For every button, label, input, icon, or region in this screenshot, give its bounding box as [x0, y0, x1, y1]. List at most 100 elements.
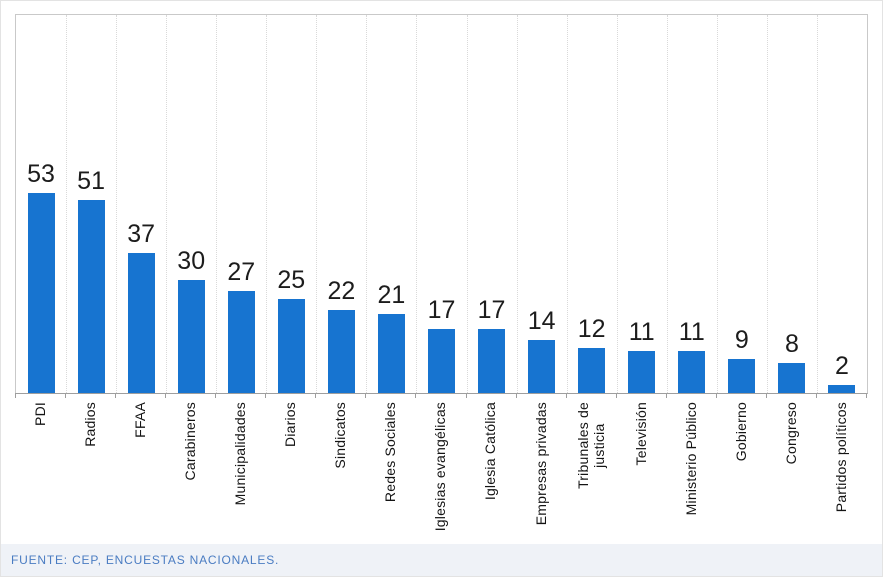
- bar: [377, 313, 405, 393]
- x-axis-label-text: Iglesia Católica: [482, 402, 499, 501]
- bar: [27, 192, 55, 393]
- axis-tick: [115, 393, 117, 398]
- bar: [227, 290, 255, 393]
- bar: [327, 309, 355, 393]
- x-axis-label-text: Partidos políticos: [832, 402, 849, 513]
- bar: [628, 351, 656, 393]
- gridline: [166, 15, 168, 393]
- x-axis-label-text: Tribunales de justicia: [574, 402, 607, 489]
- axis-tick: [215, 393, 217, 398]
- x-axis-label: Partidos políticos: [816, 402, 866, 544]
- x-axis-label: Televisión: [616, 402, 666, 544]
- axis-tick: [365, 393, 367, 398]
- x-axis-label: Iglesias evangélicas: [415, 402, 465, 544]
- x-axis-label: Congreso: [766, 402, 816, 544]
- x-axis-label: Carabineros: [165, 402, 215, 544]
- gridline: [66, 15, 68, 393]
- bar-value-label: 30: [177, 246, 206, 275]
- x-axis-label: Iglesia Católica: [466, 402, 516, 544]
- x-axis-label-text: Sindicatos: [332, 402, 349, 469]
- axis-tick: [565, 393, 567, 398]
- axis-tick: [815, 393, 817, 398]
- x-axis-label-text: Televisión: [632, 402, 649, 466]
- bar-value-label: 17: [477, 295, 506, 324]
- x-axis-label-text: Diarios: [282, 402, 299, 447]
- bar: [778, 362, 806, 393]
- axis-tick: [866, 393, 867, 398]
- bar: [828, 385, 856, 393]
- x-axis-label: Municipalidades: [215, 402, 265, 544]
- bar-value-label: 11: [628, 318, 655, 347]
- x-axis-label: Tribunales de justicia: [566, 402, 616, 544]
- bar-value-label: 12: [577, 314, 606, 343]
- x-axis-label: Redes Sociales: [365, 402, 415, 544]
- gridline: [716, 15, 718, 393]
- x-axis-label-text: FFAA: [132, 402, 149, 438]
- gridline: [816, 15, 818, 393]
- bar-value-label: 14: [527, 307, 556, 336]
- x-axis-label: Radios: [65, 402, 115, 544]
- bar: [578, 347, 606, 393]
- x-axis-label: Empresas privadas: [516, 402, 566, 544]
- x-axis-label-text: Ministerio Público: [682, 402, 699, 516]
- gridline: [316, 15, 318, 393]
- axis-tick: [465, 393, 467, 398]
- gridline: [266, 15, 268, 393]
- bar: [428, 328, 455, 393]
- x-axis-label-text: Carabineros: [182, 402, 199, 481]
- bar-value-label: 51: [77, 167, 105, 196]
- source-footer: FUENTE: CEP, ENCUESTAS NACIONALES.: [1, 544, 882, 576]
- axis-tick: [315, 393, 317, 398]
- x-axis-label-text: Redes Sociales: [382, 402, 399, 503]
- gridline: [616, 15, 618, 393]
- x-axis-label: Gobierno: [716, 402, 766, 544]
- x-axis-label-text: Congreso: [782, 402, 799, 465]
- bar: [528, 340, 556, 393]
- gridline: [566, 15, 568, 393]
- axis-tick: [265, 393, 267, 398]
- axis-tick: [715, 393, 717, 398]
- gridline: [416, 15, 418, 393]
- bar: [277, 298, 305, 393]
- bar: [77, 200, 105, 393]
- gridline: [466, 15, 468, 393]
- gridline: [366, 15, 368, 393]
- bar-value-label: 8: [784, 329, 799, 358]
- gridline: [766, 15, 768, 393]
- bar-value-label: 27: [227, 257, 256, 286]
- bar-value-label: 21: [377, 280, 406, 309]
- gridline: [666, 15, 668, 393]
- gridline: [116, 15, 118, 393]
- bar-value-label: 25: [277, 265, 306, 294]
- bar-value-label: 22: [327, 276, 356, 305]
- bar: [728, 358, 756, 393]
- bar-value-label: 53: [27, 159, 55, 188]
- x-axis-label-text: Radios: [82, 402, 99, 447]
- x-axis-label: Ministerio Público: [666, 402, 716, 544]
- axis-tick: [15, 393, 16, 398]
- source-text: FUENTE: CEP, ENCUESTAS NACIONALES.: [11, 553, 280, 567]
- x-axis-label: FFAA: [115, 402, 165, 544]
- x-axis-label-text: Municipalidades: [232, 402, 249, 506]
- x-axis-label: PDI: [15, 402, 65, 544]
- plot-area: 53 51 37 30 27 25 22 21 17 17 14 12 11 11 9 8 2: [15, 14, 868, 394]
- x-axis-label-text: PDI: [31, 402, 48, 426]
- bar: [678, 351, 706, 393]
- bar: [177, 279, 205, 393]
- bar-value-label: 9: [734, 325, 749, 354]
- x-axis-label-text: Iglesias evangélicas: [432, 402, 449, 532]
- x-axis-label-text: Gobierno: [732, 402, 749, 462]
- bar-value-label: 37: [127, 220, 156, 249]
- gridline: [516, 15, 518, 393]
- bar: [127, 253, 155, 393]
- bar: [478, 328, 506, 393]
- x-axis-label: Diarios: [265, 402, 315, 544]
- axis-tick: [665, 393, 667, 398]
- x-axis-label: Sindicatos: [315, 402, 365, 544]
- axis-tick: [515, 393, 517, 398]
- axis-tick: [615, 393, 617, 398]
- bar-value-label: 2: [835, 352, 849, 381]
- x-axis-label-text: Empresas privadas: [532, 402, 549, 526]
- gridline: [216, 15, 218, 393]
